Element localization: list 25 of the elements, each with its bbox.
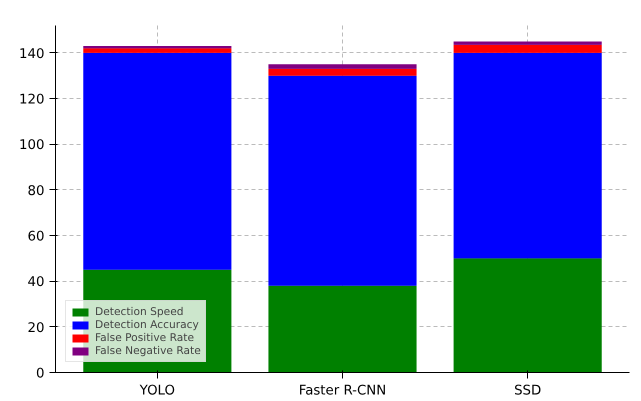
y-tick-label: 140 xyxy=(19,46,45,62)
x-tick-label: Faster R-CNN xyxy=(298,384,386,398)
bar xyxy=(83,48,232,53)
y-tick-label: 80 xyxy=(28,184,45,199)
legend-label: False Negative Rate xyxy=(95,344,201,357)
y-tick-label: 120 xyxy=(19,92,45,108)
legend-label: Detection Speed xyxy=(95,305,184,318)
y-tick-label: 0 xyxy=(36,366,45,382)
x-tick-label: YOLO xyxy=(138,384,176,398)
y-tick-label: 100 xyxy=(19,138,45,154)
bar xyxy=(454,41,602,45)
bar xyxy=(268,286,417,372)
y-tick-label: 40 xyxy=(28,275,45,290)
x-tick-label: SSD xyxy=(514,384,542,398)
bar xyxy=(454,52,602,258)
bar xyxy=(83,52,232,270)
legend-label: Detection Accuracy xyxy=(95,318,199,331)
y-tick-label: 20 xyxy=(28,320,45,336)
bar xyxy=(268,68,417,76)
bar xyxy=(454,44,602,53)
bar xyxy=(268,64,417,69)
bar xyxy=(268,76,417,286)
bar xyxy=(454,258,602,372)
y-tick-label: 60 xyxy=(28,230,45,245)
legend-label: False Positive Rate xyxy=(95,331,194,344)
